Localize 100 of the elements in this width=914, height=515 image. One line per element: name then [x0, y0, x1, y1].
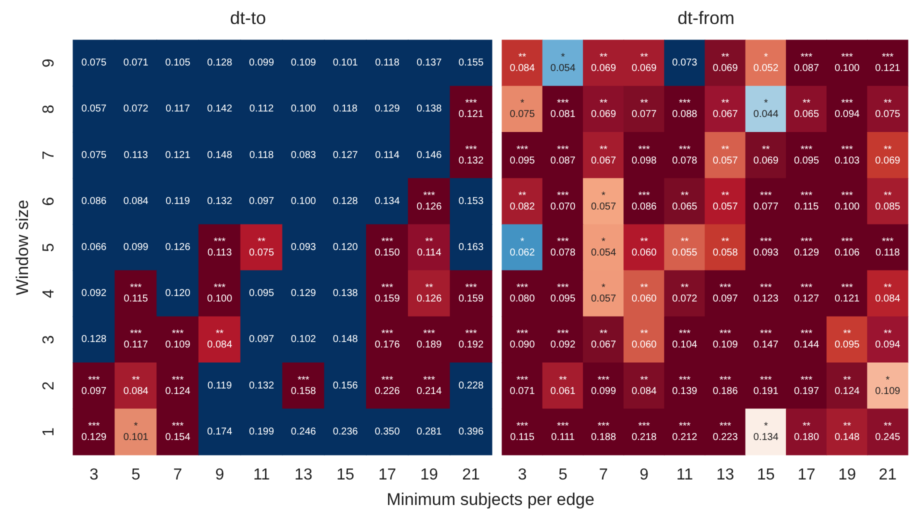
- data-label: *** 0.139: [672, 374, 698, 397]
- data-label: ** 0.069: [632, 52, 658, 74]
- data-label: 0.128: [81, 334, 107, 346]
- data-label: *** 0.121: [875, 52, 901, 74]
- data-label: ** 0.069: [590, 98, 616, 120]
- data-label: *** 0.092: [550, 328, 576, 351]
- data-label: 0.097: [249, 334, 274, 346]
- data-label: 0.236: [332, 426, 358, 438]
- data-label: *** 0.159: [458, 282, 484, 305]
- data-label: ** 0.095: [834, 328, 860, 351]
- data-label: *** 0.226: [374, 374, 400, 397]
- data-label: *** 0.214: [416, 374, 442, 397]
- data-label: *** 0.095: [794, 144, 820, 166]
- data-label: *** 0.100: [834, 190, 860, 212]
- data-label: 0.174: [207, 426, 233, 438]
- data-label: ** 0.060: [632, 328, 658, 351]
- data-label: *** 0.090: [510, 328, 536, 351]
- data-label: *** 0.129: [794, 236, 820, 258]
- data-label: *** 0.189: [416, 328, 442, 351]
- data-label: 0.117: [166, 104, 190, 115]
- data-label: 0.086: [81, 196, 107, 207]
- data-label: *** 0.088: [672, 98, 698, 120]
- data-label: *** 0.099: [590, 374, 616, 397]
- x-tick-label: 21: [878, 466, 897, 484]
- data-label: ** 0.126: [416, 282, 442, 305]
- data-label: *** 0.192: [458, 328, 484, 351]
- data-label: 0.066: [81, 242, 107, 253]
- x-tick-label: 3: [518, 466, 527, 484]
- data-label: *** 0.103: [834, 144, 860, 166]
- data-label: *** 0.087: [794, 52, 820, 74]
- data-label: ** 0.075: [875, 98, 901, 120]
- data-label: 0.281: [416, 426, 442, 438]
- data-label: 0.128: [332, 196, 358, 207]
- data-label: 0.121: [165, 150, 191, 161]
- x-tick-label: 9: [215, 466, 224, 484]
- data-label: * 0.134: [753, 420, 779, 443]
- chart-title: dt-to: [230, 8, 266, 28]
- data-label: ** 0.055: [672, 236, 698, 258]
- data-label: 0.132: [207, 196, 233, 207]
- data-label: *** 0.109: [165, 328, 191, 351]
- data-label: 0.137: [416, 58, 442, 69]
- data-label: ** 0.065: [794, 98, 820, 120]
- data-label: *** 0.132: [458, 144, 484, 166]
- data-label: 0.118: [333, 104, 358, 115]
- data-label: *** 0.115: [794, 190, 820, 212]
- x-tick-label: 9: [640, 466, 649, 484]
- data-label: 0.092: [81, 288, 107, 300]
- data-label: *** 0.197: [794, 374, 820, 397]
- data-label: 0.146: [416, 150, 442, 161]
- data-label: ** 0.069: [875, 144, 901, 166]
- data-label: *** 0.077: [753, 190, 779, 212]
- data-label: 0.155: [458, 58, 484, 69]
- x-tick-label: 3: [89, 466, 98, 484]
- data-label: *** 0.117: [124, 328, 148, 351]
- data-label: ** 0.069: [712, 52, 738, 74]
- data-label: * 0.075: [510, 98, 536, 120]
- data-label: *** 0.100: [207, 282, 233, 305]
- x-tick-label: 19: [838, 466, 856, 484]
- data-label: ** 0.148: [834, 420, 860, 443]
- data-label: *** 0.218: [632, 420, 658, 443]
- data-label: ** 0.084: [510, 52, 536, 74]
- data-label: ** 0.077: [632, 98, 658, 120]
- data-label: *** 0.071: [510, 374, 536, 397]
- data-label: ** 0.114: [417, 236, 442, 258]
- x-tick-label: 13: [716, 466, 734, 484]
- data-label: *** 0.097: [712, 282, 738, 305]
- data-label: *** 0.094: [834, 98, 860, 120]
- data-label: *** 0.095: [510, 144, 536, 166]
- data-label: ** 0.084: [875, 282, 901, 305]
- data-label: 0.156: [332, 380, 358, 392]
- x-tick-label: 19: [420, 466, 438, 484]
- data-label: *** 0.188: [590, 420, 616, 443]
- data-label: ** 0.084: [123, 374, 149, 397]
- y-tick-label: 6: [40, 196, 58, 206]
- x-tick-label: 13: [294, 466, 312, 484]
- data-label: *** 0.115: [124, 282, 148, 305]
- data-label: * 0.101: [123, 420, 149, 443]
- data-label: *** 0.109: [712, 328, 738, 351]
- data-label: ** 0.067: [712, 98, 738, 120]
- data-label: *** 0.118: [876, 236, 900, 258]
- data-label: 0.095: [249, 288, 274, 300]
- data-label: 0.093: [290, 242, 316, 253]
- data-label: 0.120: [165, 288, 191, 300]
- data-label: ** 0.075: [249, 236, 274, 258]
- data-label: ** 0.124: [834, 374, 860, 397]
- data-label: 0.129: [374, 104, 400, 115]
- data-label: *** 0.186: [712, 374, 738, 397]
- data-label: ** 0.069: [590, 52, 616, 74]
- data-label: *** 0.121: [458, 98, 484, 120]
- data-label: * 0.044: [753, 98, 779, 120]
- data-label: *** 0.104: [672, 328, 698, 351]
- data-label: * 0.062: [510, 236, 536, 258]
- y-tick-label: 3: [40, 335, 58, 344]
- data-label: 0.075: [81, 58, 107, 69]
- y-tick-label: 8: [40, 104, 58, 114]
- data-label: 0.119: [208, 380, 232, 392]
- data-label: 0.246: [290, 426, 316, 438]
- data-label: *** 0.086: [632, 190, 658, 212]
- x-tick-label: 15: [757, 466, 775, 484]
- data-label: *** 0.106: [834, 236, 860, 258]
